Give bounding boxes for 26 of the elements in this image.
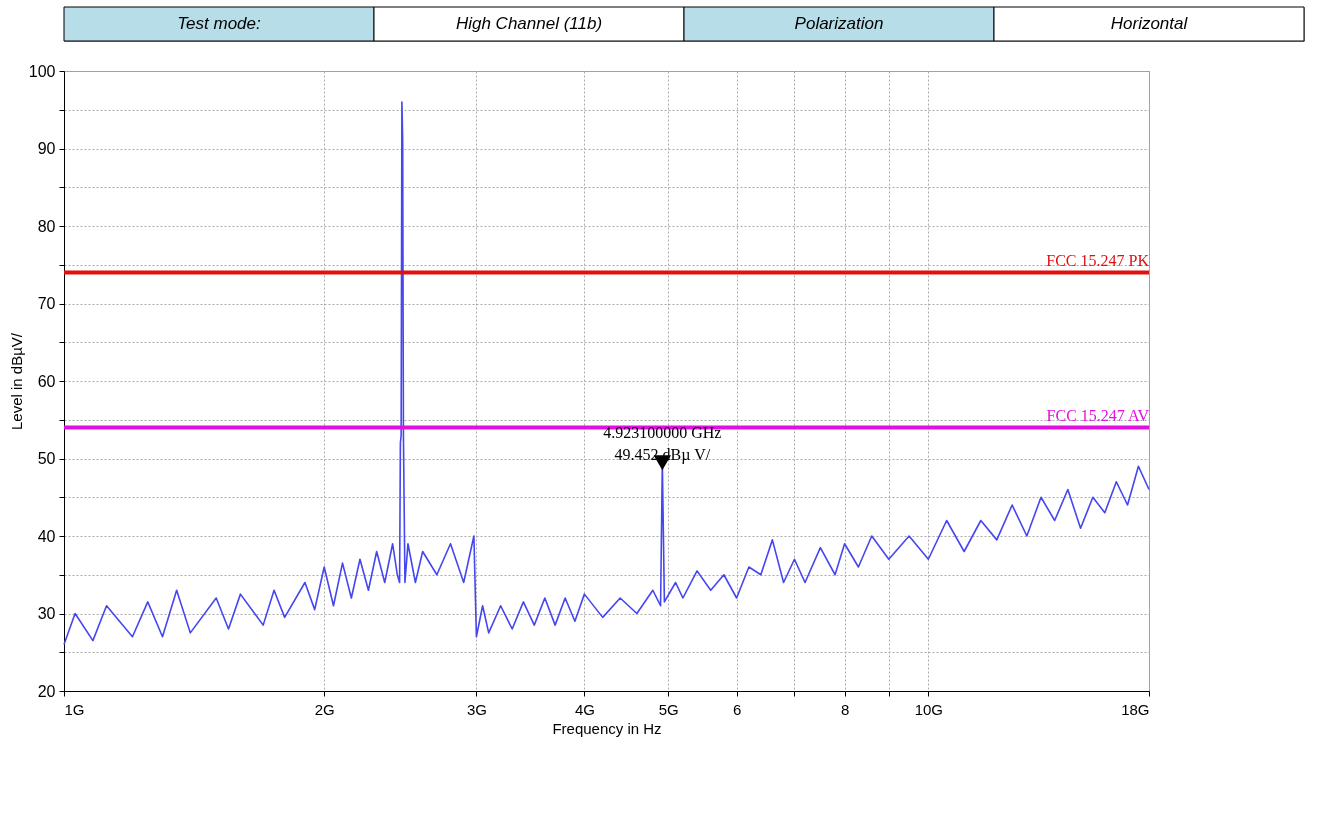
ref-line-label: FCC 15.247 PK (1046, 251, 1150, 269)
y-tick-label: 20 (37, 682, 56, 700)
ref-line-label: FCC 15.247 AV (1046, 406, 1150, 424)
x-tick-label: 6 (732, 700, 742, 718)
y-tick-label: 30 (37, 605, 56, 622)
x-tick-label: 1G (64, 700, 85, 718)
text: High Channel (11b) (455, 14, 603, 33)
x-tick-label: 5G (658, 700, 679, 718)
x-tick-label: 18G (1121, 700, 1150, 718)
y-axis-title: Level in dBµV/ (7, 332, 25, 431)
x-tick-label: 10G (914, 700, 944, 718)
y-tick-label: 60 (37, 372, 56, 390)
x-axis-title: Frequency in Hz (552, 719, 662, 737)
y-tick-label: 70 (37, 295, 56, 312)
x-tick-label: 3G (466, 700, 487, 718)
text: Horizontal (1110, 14, 1189, 33)
x-tick-label: 4G (574, 700, 595, 718)
text: Test mode: (177, 14, 262, 33)
x-tick-label: 8 (840, 700, 850, 718)
y-tick-label: 100 (28, 62, 56, 80)
text: Polarization (794, 14, 884, 33)
x-tick-label: 2G (314, 700, 335, 718)
y-tick-label: 90 (37, 140, 56, 157)
y-tick-label: 80 (37, 217, 56, 235)
y-tick-label: 50 (37, 450, 56, 467)
y-tick-label: 40 (37, 527, 56, 545)
